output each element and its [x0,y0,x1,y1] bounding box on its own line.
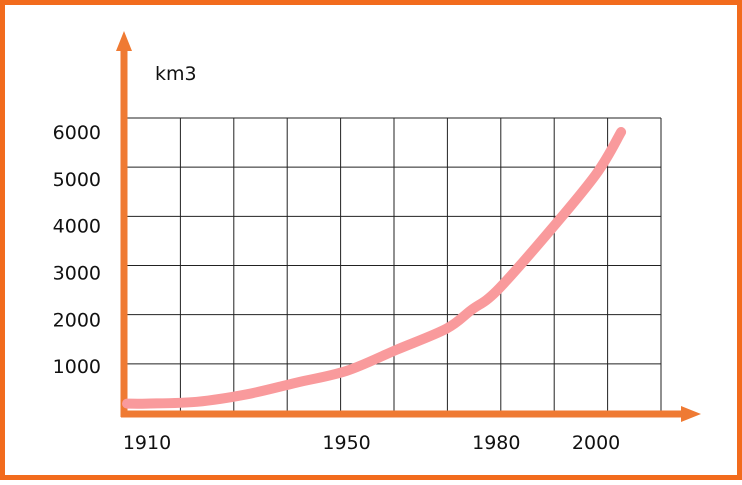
x-axis-arrow [681,406,701,422]
x-tick-labels: 1910 1950 1980 2000 [123,432,620,454]
series-layer [127,132,621,404]
x-tick-label: 1910 [123,432,171,454]
chart: 1910 1950 1980 2000 1000 2000 3000 4000 5000 600… [5,5,742,485]
y-tick-label: 2000 [53,309,101,331]
y-unit-label: km3 [155,63,197,85]
x-tick-label: 1980 [472,432,520,454]
x-tick-label: 1950 [322,432,370,454]
y-tick-label: 1000 [53,356,101,378]
x-tick-label: 2000 [572,432,620,454]
y-tick-label: 4000 [53,216,101,238]
y-tick-label: 3000 [53,263,101,285]
y-tick-labels: 1000 2000 3000 4000 5000 6000 [53,122,101,378]
y-tick-label: 6000 [53,122,101,144]
y-tick-label: 5000 [53,169,101,191]
y-axis-arrow [116,31,132,51]
grid [127,118,661,413]
series-line-0 [127,132,621,404]
